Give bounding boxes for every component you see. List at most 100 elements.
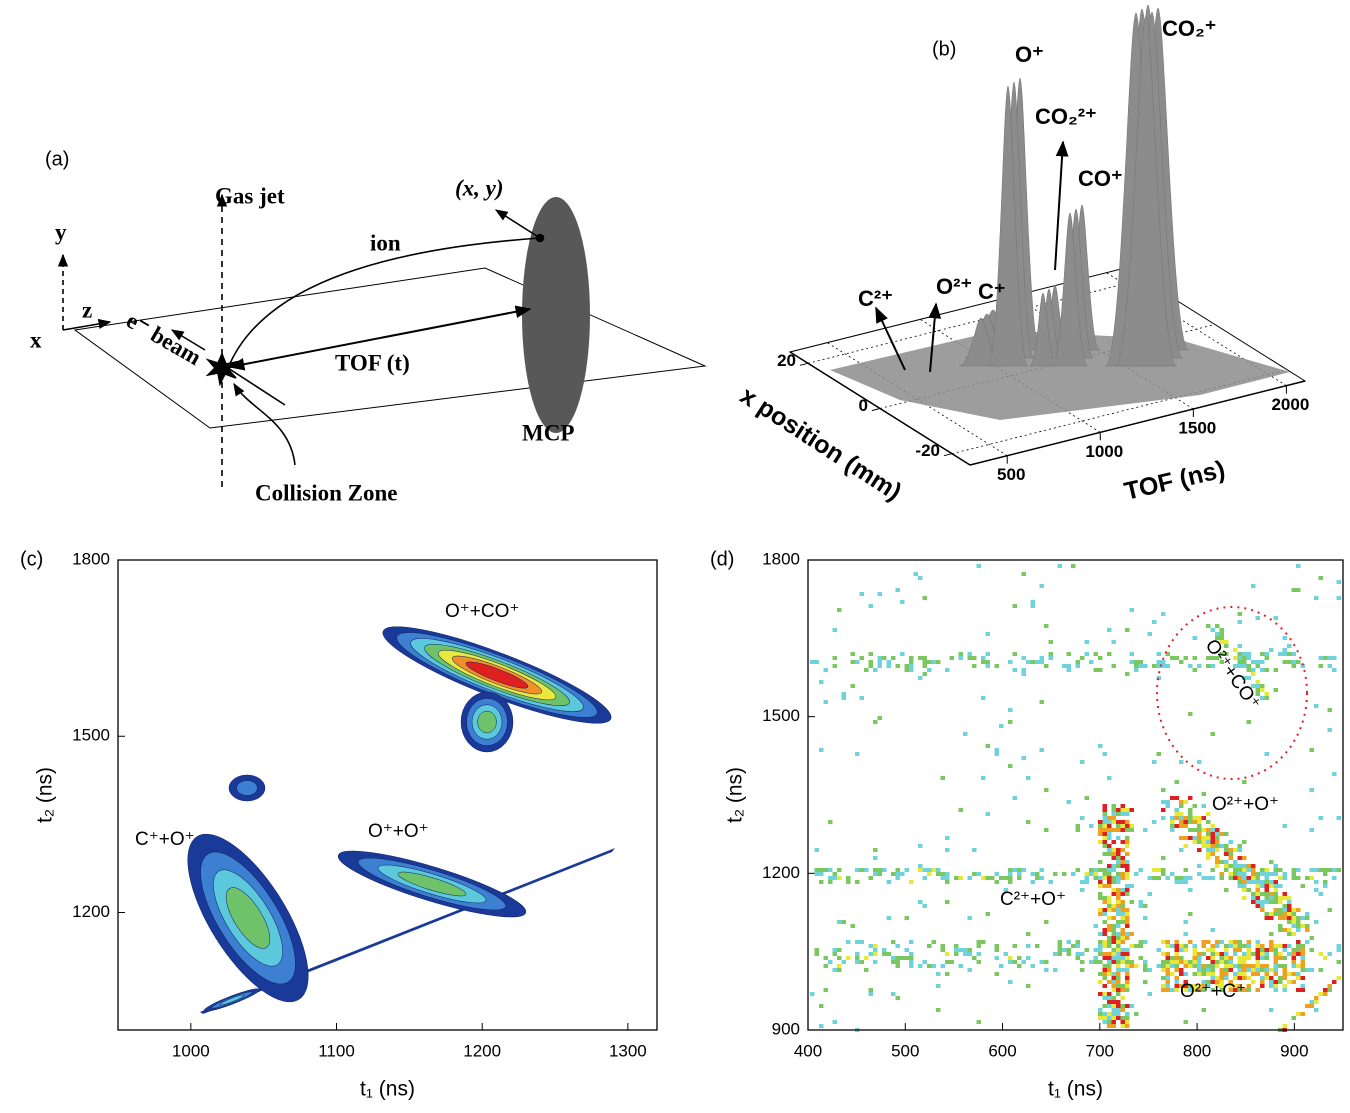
- heat-cell: [1125, 828, 1130, 832]
- heat-cell: [1188, 664, 1193, 668]
- heat-cell: [1246, 868, 1251, 872]
- heat-cell: [1264, 888, 1269, 892]
- heat-cell: [1111, 936, 1116, 940]
- heat-cell: [1206, 968, 1211, 972]
- heat-cell: [1161, 964, 1166, 968]
- heat-cell: [1206, 832, 1211, 836]
- heat-cell: [1134, 664, 1139, 668]
- heat-cell: [1147, 632, 1152, 636]
- heat-cell: [931, 940, 936, 944]
- heat-cell: [1255, 884, 1260, 888]
- heat-cell: [1183, 1020, 1188, 1024]
- heat-cell: [1260, 892, 1265, 896]
- heat-cell: [1219, 640, 1224, 644]
- heat-cell: [1287, 904, 1292, 908]
- heat-cell: [891, 956, 896, 960]
- heat-cell: [976, 872, 981, 876]
- heat-cell: [1291, 964, 1296, 968]
- heat-cell: [868, 876, 873, 880]
- heat-cell: [1120, 956, 1125, 960]
- heat-cell: [891, 992, 896, 996]
- heat-cell: [1260, 976, 1265, 980]
- heat-cell: [868, 992, 873, 996]
- heat-cell: [1246, 948, 1251, 952]
- heat-cell: [1242, 864, 1247, 868]
- heat-cell: [1102, 900, 1107, 904]
- heat-cell: [1206, 828, 1211, 832]
- heat-cell: [1134, 1012, 1139, 1016]
- heat-cell: [1300, 952, 1305, 956]
- heat-cell: [1120, 820, 1125, 824]
- heat-cell: [1120, 912, 1125, 916]
- heat-cell: [1174, 812, 1179, 816]
- heat-cell: [1188, 912, 1193, 916]
- heat-cell: [832, 664, 837, 668]
- heat-cell: [1228, 872, 1233, 876]
- heat-cell: [918, 656, 923, 660]
- peak-label: C²⁺: [858, 286, 893, 311]
- heat-cell: [1026, 932, 1031, 936]
- heat-cell: [1206, 856, 1211, 860]
- heat-cell: [1138, 660, 1143, 664]
- heat-cell: [1129, 652, 1134, 656]
- heat-cell: [1219, 636, 1224, 640]
- heat-cell: [873, 948, 878, 952]
- heat-cell: [1188, 796, 1193, 800]
- heat-cell: [1066, 952, 1071, 956]
- heat-cell: [1219, 976, 1224, 980]
- heat-cell: [1129, 960, 1134, 964]
- heat-cell: [1219, 952, 1224, 956]
- heat-cell: [1197, 972, 1202, 976]
- heat-cell: [1327, 908, 1332, 912]
- heat-cell: [1102, 920, 1107, 924]
- heat-cell: [891, 960, 896, 964]
- heat-cell: [1224, 848, 1229, 852]
- y-axis-label: t₂ (ns): [34, 767, 57, 823]
- heat-cell: [1125, 888, 1130, 892]
- heat-cell: [922, 656, 927, 660]
- heat-cell: [1111, 876, 1116, 880]
- heat-cell: [1183, 824, 1188, 828]
- heat-cell: [1098, 884, 1103, 888]
- heat-cell: [1282, 964, 1287, 968]
- heat-cell: [1327, 664, 1332, 668]
- heat-cell: [895, 956, 900, 960]
- heat-cell: [1210, 656, 1215, 660]
- heat-cell: [1039, 656, 1044, 660]
- heat-cell: [1278, 876, 1283, 880]
- heat-cell: [1111, 856, 1116, 860]
- heat-cell: [1107, 964, 1112, 968]
- heat-cell: [864, 956, 869, 960]
- heat-cell: [1237, 884, 1242, 888]
- heat-cell: [1210, 868, 1215, 872]
- heat-cell: [1102, 820, 1107, 824]
- heat-cell: [1102, 968, 1107, 972]
- heat-cell: [1098, 1012, 1103, 1016]
- heat-cell: [909, 656, 914, 660]
- heat-cell: [1098, 980, 1103, 984]
- mcp-detector: [522, 197, 590, 433]
- heat-cell: [1075, 664, 1080, 668]
- heat-cell: [1224, 968, 1229, 972]
- heat-cell: [855, 868, 860, 872]
- heat-cell: [1170, 796, 1175, 800]
- heat-cell: [1107, 832, 1112, 836]
- heat-cell: [1098, 944, 1103, 948]
- heat-cell: [1111, 1004, 1116, 1008]
- heat-cell: [1305, 924, 1310, 928]
- heat-cell: [1116, 904, 1121, 908]
- heat-cell: [1291, 952, 1296, 956]
- heat-cell: [1125, 912, 1130, 916]
- heat-cell: [1296, 948, 1301, 952]
- heat-cell: [819, 680, 824, 684]
- heat-cell: [958, 808, 963, 812]
- heat-cell: [1188, 888, 1193, 892]
- heat-cell: [855, 752, 860, 756]
- heat-cell: [918, 864, 923, 868]
- heat-cell: [1156, 652, 1161, 656]
- heat-cell: [814, 948, 819, 952]
- heat-cell: [922, 596, 927, 600]
- heat-cell: [1021, 960, 1026, 964]
- heat-cell: [936, 660, 941, 664]
- heat-cell: [1066, 652, 1071, 656]
